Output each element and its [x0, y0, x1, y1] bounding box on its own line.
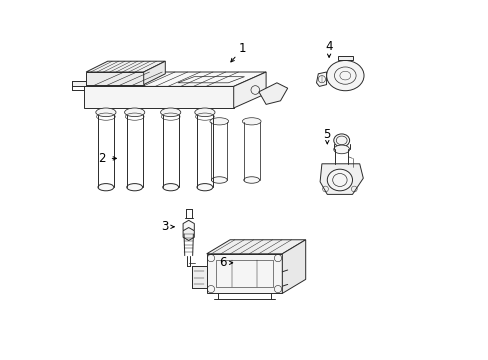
- Text: 1: 1: [239, 42, 246, 55]
- Polygon shape: [206, 240, 305, 254]
- Polygon shape: [143, 61, 165, 85]
- Ellipse shape: [160, 108, 181, 117]
- Ellipse shape: [126, 184, 142, 191]
- Ellipse shape: [326, 60, 363, 91]
- Polygon shape: [84, 86, 233, 108]
- Polygon shape: [206, 254, 282, 293]
- Text: 6: 6: [219, 256, 226, 269]
- Polygon shape: [282, 240, 305, 293]
- Polygon shape: [84, 72, 265, 86]
- Polygon shape: [316, 72, 326, 86]
- Polygon shape: [86, 61, 165, 72]
- Polygon shape: [337, 56, 352, 60]
- Polygon shape: [320, 164, 363, 194]
- Polygon shape: [233, 72, 265, 108]
- Polygon shape: [192, 266, 206, 288]
- Ellipse shape: [242, 118, 261, 125]
- Text: 3: 3: [161, 220, 169, 233]
- Ellipse shape: [333, 145, 349, 154]
- Ellipse shape: [96, 108, 116, 117]
- Text: 4: 4: [325, 40, 332, 53]
- Ellipse shape: [333, 134, 349, 147]
- Ellipse shape: [244, 177, 259, 183]
- Polygon shape: [258, 83, 287, 104]
- Polygon shape: [183, 220, 194, 233]
- Ellipse shape: [124, 108, 144, 117]
- Ellipse shape: [326, 169, 352, 191]
- Polygon shape: [72, 81, 86, 86]
- Text: 2: 2: [99, 152, 106, 165]
- Ellipse shape: [98, 184, 114, 191]
- Ellipse shape: [197, 184, 212, 191]
- Ellipse shape: [194, 108, 215, 117]
- Ellipse shape: [211, 177, 227, 183]
- Ellipse shape: [163, 184, 178, 191]
- Text: 5: 5: [323, 129, 330, 141]
- Polygon shape: [86, 72, 143, 85]
- Polygon shape: [183, 228, 194, 240]
- Ellipse shape: [209, 118, 228, 125]
